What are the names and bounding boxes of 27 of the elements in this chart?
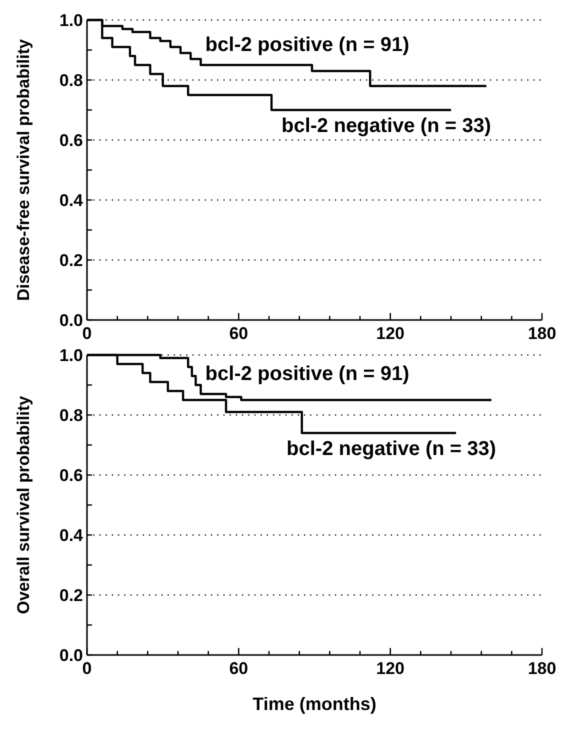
x-tick-label: 0 — [82, 659, 92, 678]
x-tick-label: 120 — [376, 324, 405, 343]
series-label: bcl-2 negative (n = 33) — [281, 115, 491, 137]
y-axis-title: Disease-free survival probability — [14, 38, 33, 301]
y-axis-title: Overall survival probability — [14, 395, 33, 614]
x-axis-title: Time (months) — [252, 694, 376, 714]
y-tick-label: 0.8 — [59, 71, 83, 90]
x-tick-label: 60 — [229, 659, 248, 678]
y-tick-label: 0.6 — [59, 131, 83, 150]
y-tick-label: 0.4 — [59, 191, 84, 210]
x-tick-label: 180 — [528, 324, 556, 343]
y-tick-label: 0.8 — [59, 406, 83, 425]
y-tick-label: 0.2 — [59, 586, 83, 605]
x-tick-label: 60 — [229, 324, 248, 343]
series-label: bcl-2 positive (n = 91) — [205, 34, 410, 56]
y-tick-label: 1.0 — [59, 11, 83, 30]
y-tick-label: 0.0 — [59, 311, 83, 330]
y-tick-label: 0.2 — [59, 251, 83, 270]
y-tick-label: 0.4 — [59, 526, 84, 545]
y-tick-label: 0.6 — [59, 466, 83, 485]
y-tick-label: 0.0 — [59, 646, 83, 665]
y-tick-label: 1.0 — [59, 346, 83, 365]
x-tick-label: 0 — [82, 324, 92, 343]
series-label: bcl-2 positive (n = 91) — [205, 363, 410, 385]
x-tick-label: 120 — [376, 659, 405, 678]
series-label: bcl-2 negative (n = 33) — [286, 438, 496, 460]
x-tick-label: 180 — [528, 659, 556, 678]
